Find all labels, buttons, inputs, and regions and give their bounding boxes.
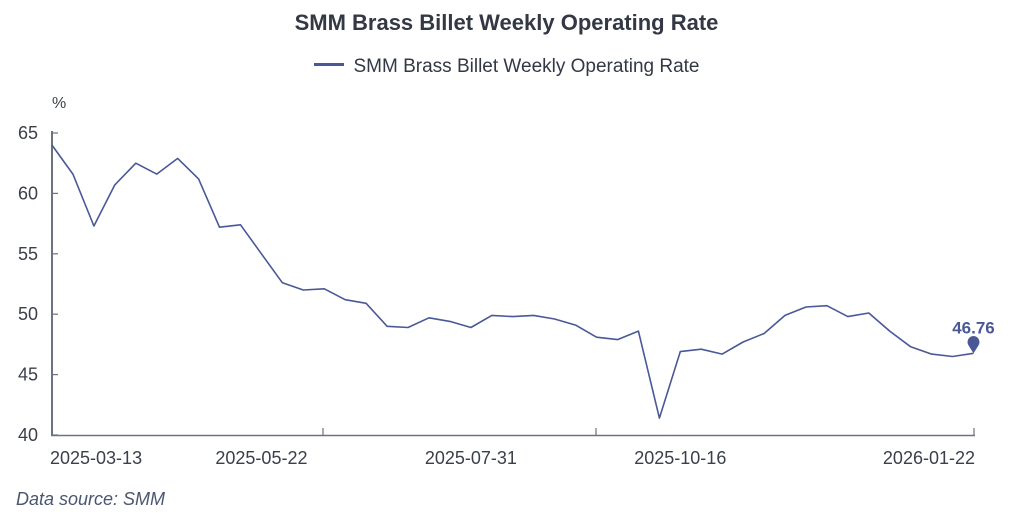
data-point[interactable] (133, 160, 139, 166)
legend-swatch (313, 63, 344, 67)
pin-marker-icon (967, 336, 980, 354)
y-tick-label: 60 (18, 183, 38, 203)
x-tick-label: 2025-07-31 (425, 448, 517, 468)
y-tick-label: 65 (18, 123, 38, 143)
data-point[interactable] (468, 324, 474, 330)
data-point[interactable] (300, 287, 306, 293)
last-value-annotation: 46.76 (952, 318, 995, 354)
data-point[interactable] (363, 300, 369, 306)
data-point[interactable] (531, 312, 537, 318)
data-point[interactable] (845, 314, 851, 320)
y-tick-label: 45 (18, 365, 38, 385)
data-point[interactable] (573, 322, 579, 328)
data-point[interactable] (196, 176, 202, 182)
data-point[interactable] (279, 280, 285, 286)
data-point[interactable] (510, 314, 516, 320)
data-point[interactable] (154, 171, 160, 177)
data-point[interactable] (698, 346, 704, 352)
data-source-note: Data source: SMM (16, 489, 166, 509)
data-point[interactable] (49, 142, 55, 148)
data-point[interactable] (594, 334, 600, 340)
x-tick-label: 2025-05-22 (215, 448, 307, 468)
data-point[interactable] (614, 337, 620, 343)
y-axis-unit-label: % (52, 95, 66, 112)
data-point[interactable] (824, 303, 830, 309)
data-point[interactable] (426, 315, 432, 321)
series-points (49, 142, 977, 421)
data-point[interactable] (761, 331, 767, 337)
data-point[interactable] (887, 328, 893, 334)
data-point[interactable] (719, 351, 725, 357)
y-axis-ticks: 40 45 50 55 60 65 (18, 123, 58, 445)
data-point[interactable] (656, 415, 662, 421)
x-axis-ticks: 2025-03-13 2025-05-22 2025-07-31 2025-10-16… (50, 428, 975, 468)
legend-label: SMM Brass Billet Weekly Operating Rate (353, 56, 700, 77)
data-point[interactable] (489, 312, 495, 318)
data-point[interactable] (237, 222, 243, 228)
data-point[interactable] (782, 312, 788, 318)
data-point[interactable] (342, 297, 348, 303)
data-point[interactable] (112, 182, 118, 188)
data-point[interactable] (175, 155, 181, 161)
data-point[interactable] (405, 324, 411, 330)
data-point[interactable] (447, 318, 453, 324)
x-tick-label: 2026-01-22 (883, 448, 975, 468)
data-point[interactable] (635, 328, 641, 334)
data-point[interactable] (384, 323, 390, 329)
data-point[interactable] (552, 316, 558, 322)
x-tick-label: 2025-10-16 (634, 448, 726, 468)
data-point[interactable] (740, 339, 746, 345)
data-point[interactable] (91, 223, 97, 229)
data-point[interactable] (866, 310, 872, 316)
data-point[interactable] (803, 304, 809, 310)
series-line[interactable] (51, 144, 974, 419)
data-point[interactable] (929, 351, 935, 357)
data-point[interactable] (950, 353, 956, 359)
chart-title: SMM Brass Billet Weekly Operating Rate (294, 10, 719, 35)
data-point[interactable] (258, 251, 264, 257)
y-tick-label: 55 (18, 244, 38, 264)
data-point[interactable] (217, 224, 223, 230)
last-value-label: 46.76 (952, 318, 995, 337)
x-tick-label: 2025-03-13 (50, 448, 142, 468)
data-point[interactable] (677, 349, 683, 355)
legend[interactable]: SMM Brass Billet Weekly Operating Rate (0, 56, 1013, 78)
y-tick-label: 40 (18, 425, 38, 445)
data-point[interactable] (908, 344, 914, 350)
y-tick-label: 50 (18, 304, 38, 324)
data-point[interactable] (321, 286, 327, 292)
data-point[interactable] (70, 171, 76, 177)
